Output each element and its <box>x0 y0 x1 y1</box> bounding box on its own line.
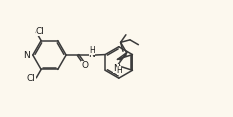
Text: N: N <box>89 50 95 59</box>
Text: Cl: Cl <box>36 27 45 36</box>
Text: Cl: Cl <box>27 74 36 83</box>
Text: N: N <box>113 64 120 73</box>
Text: H: H <box>117 66 122 75</box>
Text: O: O <box>81 61 88 70</box>
Text: H: H <box>89 46 95 55</box>
Text: N: N <box>23 51 30 60</box>
